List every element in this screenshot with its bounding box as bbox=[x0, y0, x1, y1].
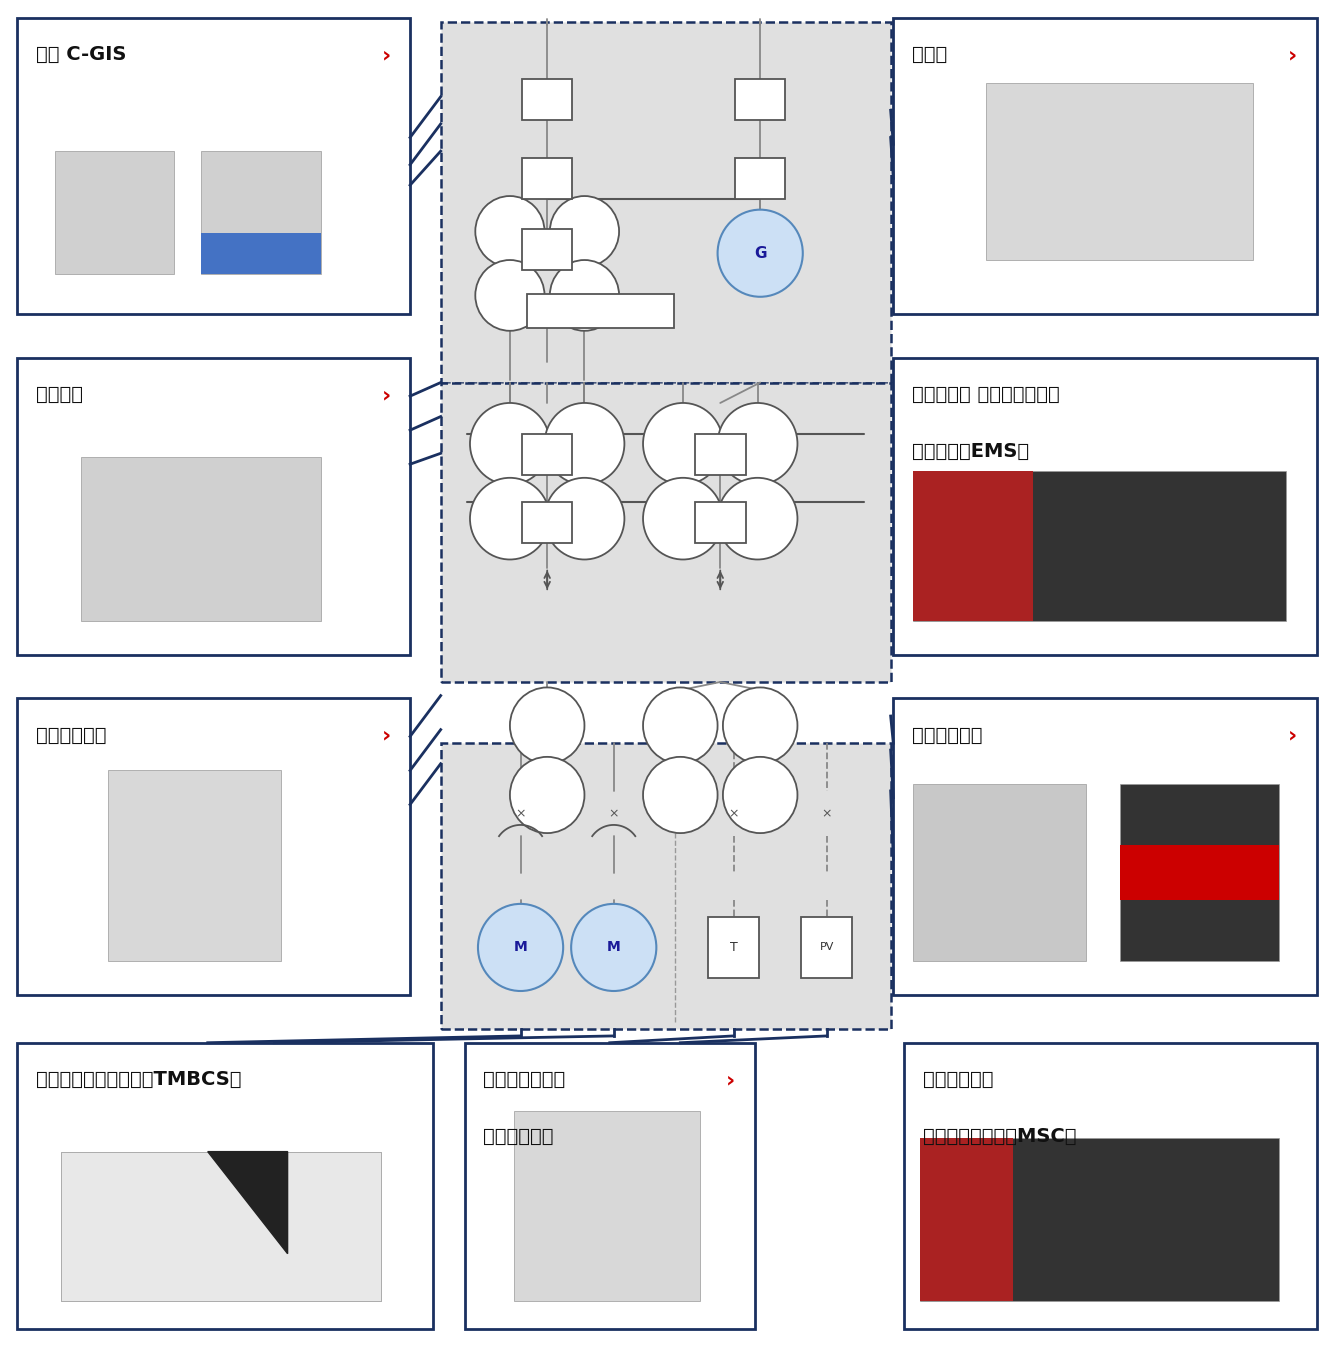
Text: ×: × bbox=[728, 807, 739, 821]
FancyBboxPatch shape bbox=[81, 457, 321, 621]
Text: ›: › bbox=[382, 45, 391, 65]
Text: 対応システム: 対応システム bbox=[483, 1127, 554, 1146]
FancyBboxPatch shape bbox=[527, 295, 674, 329]
Text: 大容量蓄電システム（TMBCS）: 大容量蓄電システム（TMBCS） bbox=[36, 1069, 241, 1088]
FancyBboxPatch shape bbox=[1119, 846, 1279, 900]
FancyBboxPatch shape bbox=[894, 357, 1317, 655]
FancyBboxPatch shape bbox=[17, 18, 410, 315]
Circle shape bbox=[643, 402, 723, 484]
Circle shape bbox=[571, 904, 656, 992]
Text: T: T bbox=[730, 941, 738, 953]
FancyBboxPatch shape bbox=[894, 18, 1317, 315]
FancyBboxPatch shape bbox=[708, 917, 759, 978]
FancyBboxPatch shape bbox=[522, 434, 572, 475]
Text: ×: × bbox=[822, 807, 832, 821]
Circle shape bbox=[550, 261, 619, 331]
FancyBboxPatch shape bbox=[735, 158, 786, 199]
FancyBboxPatch shape bbox=[17, 698, 410, 996]
FancyBboxPatch shape bbox=[987, 83, 1253, 261]
Text: 主変圧器: 主変圧器 bbox=[36, 385, 83, 404]
Circle shape bbox=[643, 687, 718, 764]
FancyBboxPatch shape bbox=[920, 1138, 1013, 1301]
Circle shape bbox=[723, 687, 798, 764]
Circle shape bbox=[718, 210, 803, 297]
Text: システム（EMS）: システム（EMS） bbox=[912, 442, 1029, 461]
FancyBboxPatch shape bbox=[108, 771, 281, 962]
Circle shape bbox=[470, 402, 550, 484]
Text: 特高 C-GIS: 特高 C-GIS bbox=[36, 45, 127, 64]
FancyBboxPatch shape bbox=[914, 784, 1086, 962]
Text: ›: › bbox=[382, 385, 391, 405]
Text: コントローラ　（MSC）: コントローラ （MSC） bbox=[923, 1127, 1077, 1146]
FancyBboxPatch shape bbox=[17, 1042, 432, 1329]
FancyBboxPatch shape bbox=[440, 382, 891, 682]
Circle shape bbox=[475, 196, 544, 267]
Circle shape bbox=[510, 687, 584, 764]
Text: ›: › bbox=[382, 726, 391, 746]
Text: 発電機: 発電機 bbox=[912, 45, 947, 64]
Text: ×: × bbox=[515, 807, 526, 821]
FancyBboxPatch shape bbox=[464, 1042, 755, 1329]
Text: メインサイト: メインサイト bbox=[923, 1069, 992, 1088]
Circle shape bbox=[470, 477, 550, 559]
Text: M: M bbox=[607, 940, 620, 955]
Text: PV: PV bbox=[819, 943, 834, 952]
FancyBboxPatch shape bbox=[440, 743, 891, 1028]
FancyBboxPatch shape bbox=[894, 698, 1317, 996]
Circle shape bbox=[718, 477, 798, 559]
Text: ›: › bbox=[1289, 726, 1297, 746]
Circle shape bbox=[475, 261, 544, 331]
Text: 再生エネルギー: 再生エネルギー bbox=[483, 1069, 566, 1088]
Polygon shape bbox=[208, 1151, 288, 1254]
FancyBboxPatch shape bbox=[17, 357, 410, 655]
FancyBboxPatch shape bbox=[514, 1110, 700, 1301]
FancyBboxPatch shape bbox=[61, 1151, 380, 1301]
Text: 配電用変圧器: 配電用変圧器 bbox=[912, 726, 982, 745]
FancyBboxPatch shape bbox=[735, 79, 786, 120]
FancyBboxPatch shape bbox=[914, 471, 1033, 621]
FancyBboxPatch shape bbox=[201, 151, 321, 274]
FancyBboxPatch shape bbox=[802, 917, 852, 978]
Circle shape bbox=[544, 477, 624, 559]
FancyBboxPatch shape bbox=[914, 471, 1286, 621]
FancyBboxPatch shape bbox=[522, 229, 572, 270]
Circle shape bbox=[544, 402, 624, 484]
FancyBboxPatch shape bbox=[201, 233, 321, 274]
Circle shape bbox=[643, 757, 718, 833]
FancyBboxPatch shape bbox=[522, 502, 572, 543]
Circle shape bbox=[723, 757, 798, 833]
FancyBboxPatch shape bbox=[440, 22, 891, 382]
Circle shape bbox=[510, 757, 584, 833]
FancyBboxPatch shape bbox=[522, 158, 572, 199]
Text: ›: › bbox=[726, 1069, 735, 1090]
FancyBboxPatch shape bbox=[695, 434, 746, 475]
Circle shape bbox=[478, 904, 563, 992]
Circle shape bbox=[643, 477, 723, 559]
Text: スイッチギヤ: スイッチギヤ bbox=[36, 726, 107, 745]
Text: M: M bbox=[514, 940, 527, 955]
Circle shape bbox=[550, 196, 619, 267]
FancyBboxPatch shape bbox=[920, 1138, 1279, 1301]
Text: G: G bbox=[754, 246, 767, 261]
Circle shape bbox=[718, 402, 798, 484]
Text: エネルギー マネージメント: エネルギー マネージメント bbox=[912, 385, 1059, 404]
FancyBboxPatch shape bbox=[522, 79, 572, 120]
FancyBboxPatch shape bbox=[904, 1042, 1317, 1329]
Text: ›: › bbox=[1289, 45, 1297, 65]
FancyBboxPatch shape bbox=[695, 502, 746, 543]
FancyBboxPatch shape bbox=[55, 151, 175, 274]
Text: ×: × bbox=[608, 807, 619, 821]
FancyBboxPatch shape bbox=[1119, 784, 1279, 962]
